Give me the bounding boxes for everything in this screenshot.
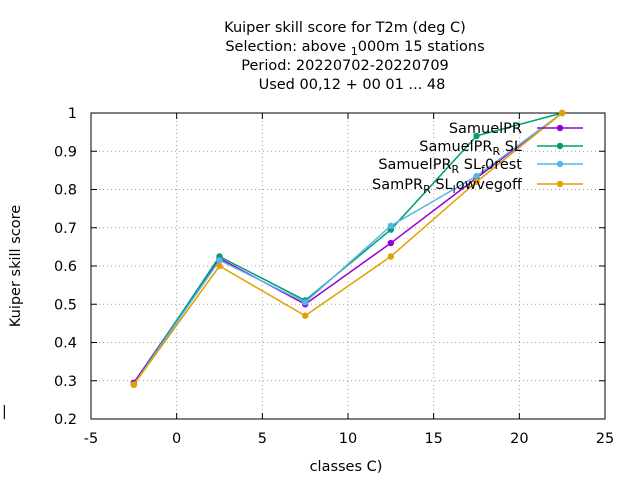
data-point — [387, 222, 395, 230]
x-tick-label: 20 — [510, 431, 528, 447]
data-point — [473, 178, 480, 186]
data-point — [301, 312, 309, 319]
title-line-4: Used 00,12 + 00 01 ... 48 — [259, 77, 446, 93]
y-tick-label: 0.3 — [54, 374, 77, 390]
x-tick-label: -5 — [84, 431, 98, 447]
legend-marker-3 — [556, 160, 564, 168]
y-tick-label: 1 — [68, 106, 77, 122]
x-tick-label: 0 — [172, 431, 181, 447]
data-point — [558, 109, 566, 117]
x-tick-label: 10 — [339, 431, 357, 447]
legend-label-2: SamuelPRR SL — [419, 139, 522, 158]
legend-label-3: SamuelPRR SLf0rest — [378, 157, 522, 176]
y-tick-label: 0.5 — [54, 297, 77, 313]
y-tick-label: 0.9 — [54, 144, 77, 160]
series-line-4 — [133, 112, 563, 386]
y-tick-label: 0.6 — [54, 259, 77, 275]
data-point — [473, 172, 480, 180]
stray-mark: | — [2, 404, 7, 420]
y-tick-label: 0.4 — [54, 336, 77, 352]
y-tick-label: 0.7 — [54, 221, 77, 237]
data-point — [387, 239, 395, 247]
data-point — [301, 299, 309, 306]
y-tick-label: 0.8 — [54, 183, 77, 199]
x-tick-label: 25 — [596, 431, 614, 447]
x-tick-label: 15 — [424, 431, 442, 447]
legend-marker-4 — [556, 180, 564, 188]
legend-label-1: SamuelPR — [449, 121, 522, 137]
y-axis-label: Kuiper skill score — [8, 205, 24, 327]
data-point — [130, 381, 138, 388]
data-point — [216, 262, 223, 270]
data-point — [387, 253, 395, 260]
series-line-3 — [133, 112, 563, 386]
title-line-2: Selection: above 1000m 15 stations — [225, 39, 484, 58]
title-line-3: Period: 20220702-20220709 — [241, 58, 449, 74]
data-point — [473, 132, 480, 140]
data-point — [216, 257, 223, 264]
legend-label-4: SamPRR SLlowvegoff — [372, 177, 523, 196]
axis-ticks: -5 0 5 10 15 20 25 0.2 0.3 0.4 0.5 0.6 0.7 0.8 0.9 1 — [54, 106, 614, 447]
series-lines — [130, 109, 566, 388]
title-line-1: Kuiper skill score for T2m (deg C) — [224, 20, 466, 36]
chart-title: Kuiper skill score for T2m (deg C) Selec… — [224, 20, 485, 93]
legend-marker-1 — [556, 124, 564, 132]
x-axis-label: classes C) — [310, 459, 383, 475]
x-tick-label: 5 — [258, 431, 267, 447]
y-tick-label: 0.2 — [54, 412, 77, 428]
legend-marker-2 — [556, 142, 564, 150]
